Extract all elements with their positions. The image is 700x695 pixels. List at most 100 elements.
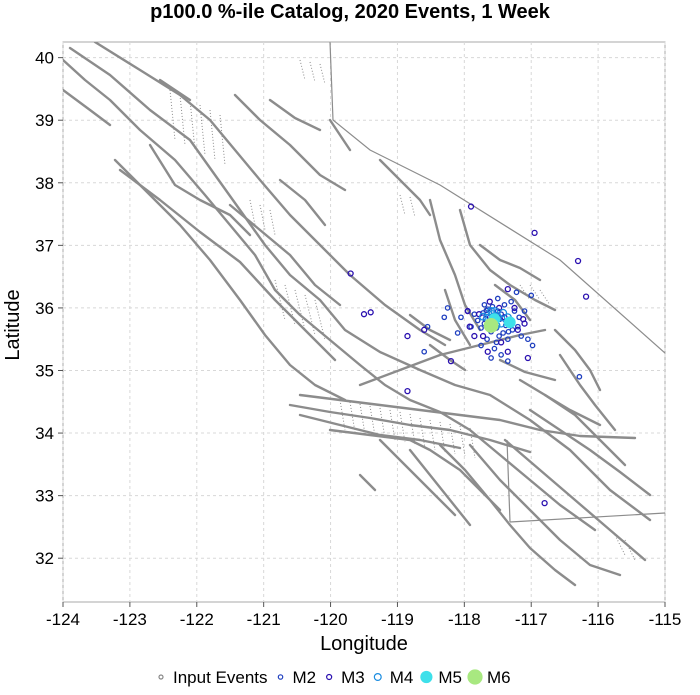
- m2-event-point: [521, 308, 528, 314]
- y-tick-label: 40: [35, 49, 54, 68]
- m4-event-point: [499, 308, 508, 317]
- m2-event-point: [481, 301, 488, 308]
- m2-event-point: [484, 336, 490, 343]
- y-axis-label: Latitude: [2, 289, 24, 360]
- m2-event-point: [478, 342, 484, 349]
- m2-event-point: [508, 298, 515, 305]
- m3-event-point: [404, 387, 411, 395]
- chart-title: p100.0 %-ile Catalog, 2020 Events, 1 Wee…: [150, 1, 551, 23]
- legend-label-m3: M3: [341, 668, 365, 687]
- y-tick-label: 34: [35, 424, 54, 443]
- m5-event-point: [503, 316, 516, 329]
- m3-event-point: [514, 326, 521, 333]
- m2-event-point: [444, 305, 451, 311]
- legend-label-m4: M4: [390, 668, 414, 687]
- legend-marker-m3: [326, 673, 333, 681]
- x-tick-label: -120: [314, 610, 348, 629]
- m2-event-point: [424, 323, 431, 330]
- m3-event-point: [574, 257, 582, 265]
- m4-event-point: [479, 312, 488, 321]
- y-tick-label: 36: [35, 299, 54, 318]
- m3-event-point: [467, 203, 475, 210]
- m2-event-point: [576, 373, 583, 380]
- y-axis-ticks: 32 33 34 35 36 37 38 39 40: [35, 49, 63, 568]
- m3-event-point: [504, 286, 511, 293]
- m3-event-point: [479, 332, 487, 340]
- x-tick-label: -118: [448, 610, 481, 629]
- m3-event-point: [347, 270, 354, 277]
- m2-event-point: [504, 358, 511, 364]
- m3-event-point: [421, 326, 428, 333]
- m3-event-point: [511, 304, 518, 312]
- x-tick-label: -122: [180, 610, 214, 629]
- legend: Input Events M2 M3 M4 M5 M6: [158, 668, 511, 687]
- x-axis-ticks: -124 -123 -122 -121 -120 -119 -118 -117 -116 -115: [46, 602, 681, 629]
- m2-event-point: [496, 333, 502, 339]
- m2-event-point: [500, 330, 506, 336]
- m3-event-point: [520, 316, 527, 323]
- m2-event-point: [498, 351, 504, 358]
- m3-event-point: [486, 298, 493, 305]
- m3-event-point: [484, 348, 491, 355]
- x-tick-label: -116: [582, 610, 615, 629]
- x-tick-label: -117: [515, 610, 548, 629]
- m2-event-point: [491, 345, 498, 352]
- m2-event-point: [441, 314, 448, 321]
- x-axis-label: Longitude: [320, 633, 408, 655]
- m3-event-point: [541, 499, 548, 507]
- m2-event-point: [501, 301, 508, 308]
- legend-marker-m6: [467, 669, 483, 685]
- y-tick-label: 33: [35, 487, 54, 506]
- m2-event-point: [529, 342, 536, 349]
- m2-event-point: [421, 348, 428, 355]
- m2-event-point: [474, 317, 481, 324]
- m2-event-point: [483, 307, 490, 314]
- event-markers: [347, 203, 590, 507]
- x-tick-label: -119: [381, 610, 414, 629]
- m2-event-point: [518, 333, 525, 339]
- legend-label-m6: M6: [487, 668, 511, 687]
- legend-marker-input: [158, 674, 164, 680]
- m2-event-point: [478, 325, 484, 331]
- m2-event-point: [513, 289, 520, 296]
- m3-event-point: [464, 307, 471, 315]
- m3-event-point: [471, 332, 478, 340]
- m3-event-point: [404, 332, 411, 340]
- m3-event-point: [497, 339, 505, 346]
- m2-event-point: [505, 328, 512, 335]
- m3-event-point: [524, 354, 532, 362]
- m3-event-point: [367, 309, 374, 316]
- x-tick-label: -124: [46, 610, 80, 629]
- m2-event-point: [494, 295, 501, 302]
- y-tick-label: 35: [35, 361, 54, 380]
- m3-event-point: [531, 229, 538, 236]
- y-tick-label: 39: [35, 111, 54, 130]
- y-tick-label: 38: [35, 174, 54, 193]
- x-tick-label: -123: [113, 610, 147, 629]
- fault-lines: [63, 42, 665, 587]
- legend-marker-m4: [373, 672, 382, 681]
- legend-label-m2: M2: [293, 668, 317, 687]
- m2-event-point: [525, 336, 531, 343]
- m3-event-point: [504, 348, 511, 355]
- m2-event-point: [488, 355, 494, 361]
- m2-event-point: [504, 336, 511, 343]
- x-tick-label: -121: [247, 610, 281, 629]
- m2-event-point: [454, 330, 461, 336]
- legend-label-m5: M5: [438, 668, 462, 687]
- m3-event-point: [447, 357, 455, 365]
- legend-marker-m5: [420, 670, 433, 684]
- m3-event-point: [360, 311, 368, 318]
- y-tick-label: 32: [35, 549, 54, 568]
- m2-event-point: [458, 314, 464, 321]
- m6-event-point: [483, 318, 499, 333]
- legend-marker-m2: [277, 674, 284, 680]
- m2-event-point: [514, 323, 521, 330]
- m2-event-point: [528, 292, 535, 299]
- x-tick-label: -115: [649, 610, 682, 629]
- m3-event-point: [582, 293, 590, 300]
- y-tick-label: 37: [35, 236, 54, 255]
- m2-event-point: [511, 308, 518, 314]
- legend-label-input: Input Events: [173, 668, 268, 687]
